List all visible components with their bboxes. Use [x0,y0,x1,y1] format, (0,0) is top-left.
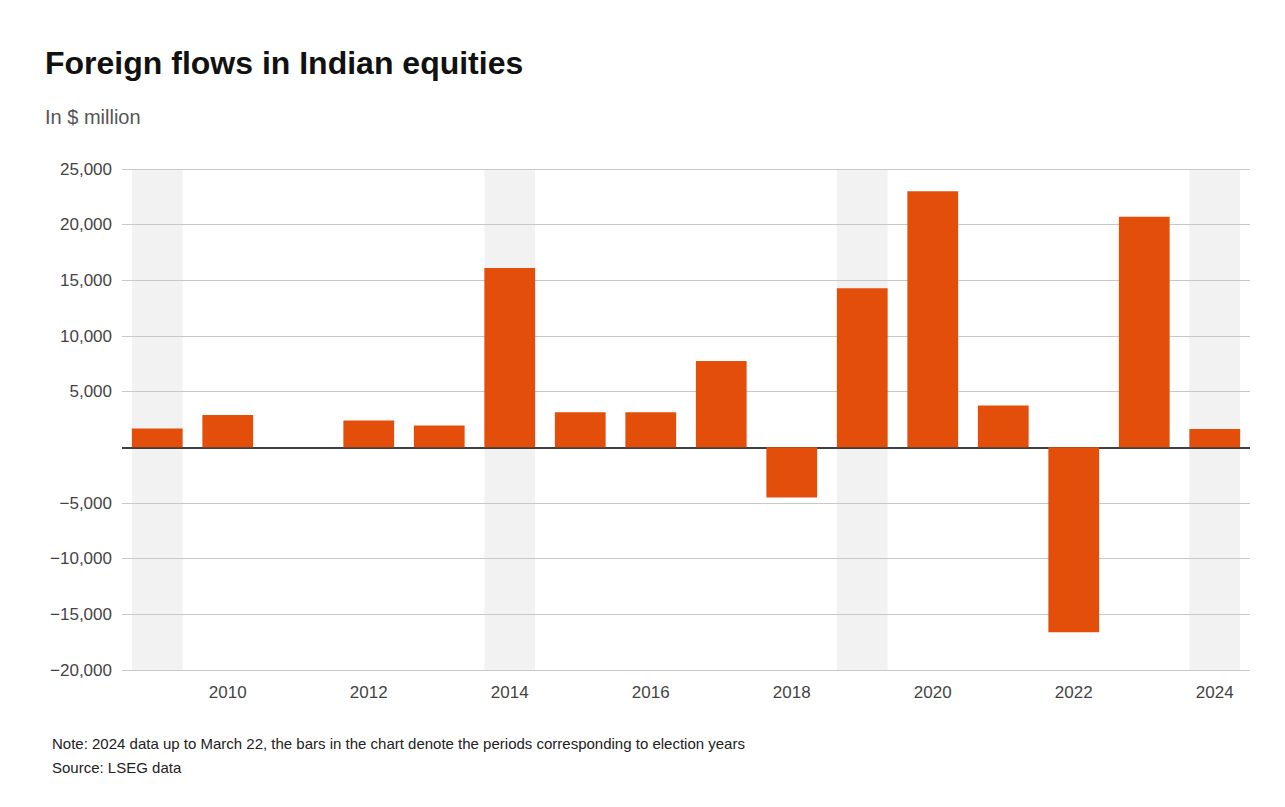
svg-text:Note: 2024 data up to March 22: Note: 2024 data up to March 22, the bars… [52,735,745,752]
svg-text:Source: LSEG data: Source: LSEG data [52,759,182,776]
svg-text:25,000: 25,000 [60,160,112,179]
svg-text:10,000: 10,000 [60,327,112,346]
svg-text:2010: 2010 [209,683,247,702]
svg-text:2020: 2020 [914,683,952,702]
svg-text:In $ million: In $ million [45,106,141,128]
svg-text:2014: 2014 [491,683,529,702]
svg-text:−10,000: −10,000 [50,549,112,568]
svg-text:20,000: 20,000 [60,215,112,234]
svg-text:Foreign flows in Indian equiti: Foreign flows in Indian equities [45,45,523,81]
svg-text:15,000: 15,000 [60,271,112,290]
svg-text:−5,000: −5,000 [60,494,112,513]
svg-text:2018: 2018 [773,683,811,702]
svg-text:5,000: 5,000 [69,382,112,401]
svg-text:2016: 2016 [632,683,670,702]
svg-text:−15,000: −15,000 [50,605,112,624]
svg-text:2012: 2012 [350,683,388,702]
svg-text:2024: 2024 [1196,683,1234,702]
svg-text:2022: 2022 [1055,683,1093,702]
svg-text:−20,000: −20,000 [50,661,112,680]
